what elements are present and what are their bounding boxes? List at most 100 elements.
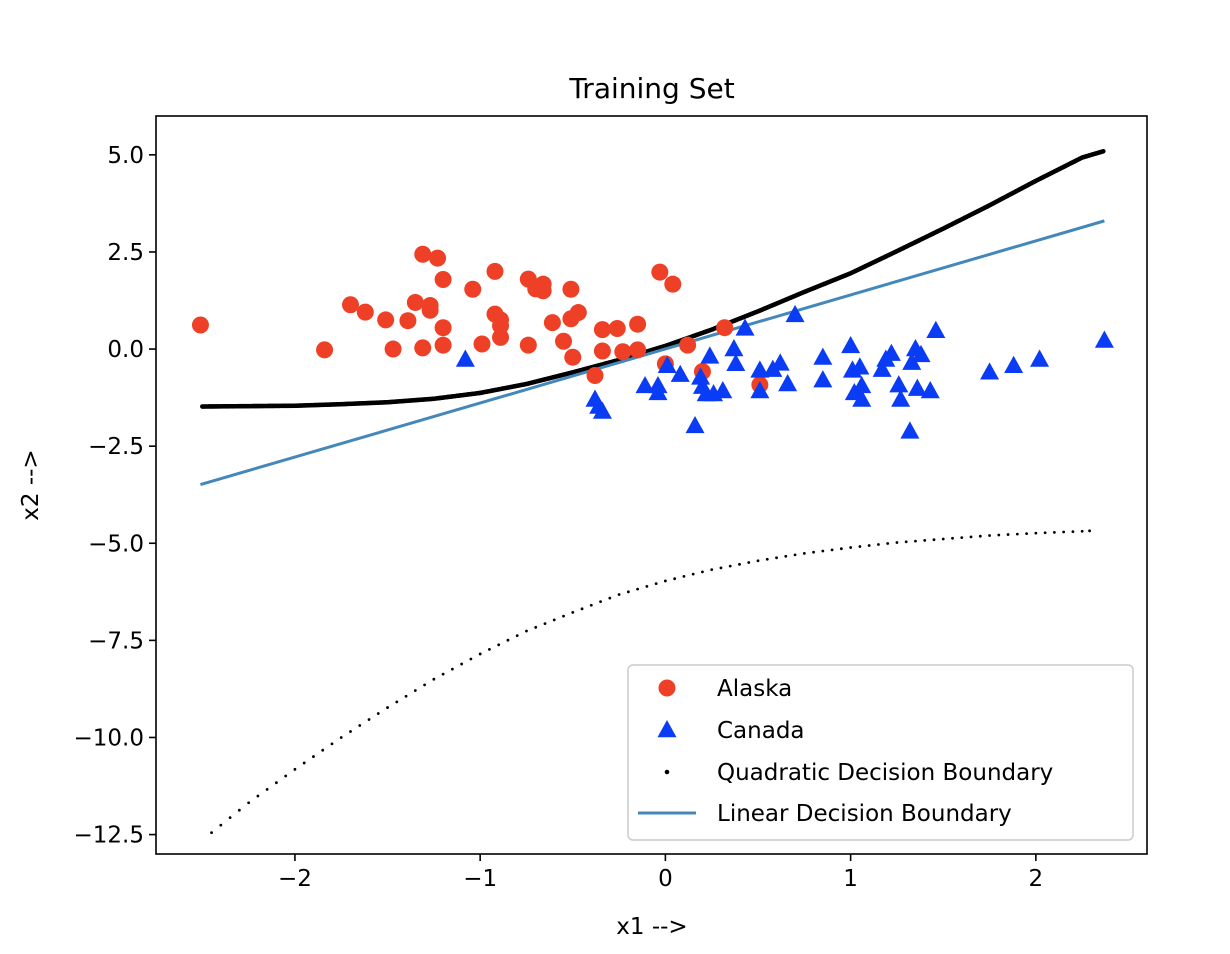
plot-area: −2 −1 0 1 2 5.0 2.5 0.0 −2.5 −5.0 −7.5 −10.0 −12.5 xyxy=(74,115,1148,892)
canada-point xyxy=(902,352,922,370)
canada-point xyxy=(1030,349,1050,367)
quadratic-boundary-dot xyxy=(719,566,723,570)
y-axis-label: x2 --> xyxy=(18,449,44,520)
quadratic-boundary-dot xyxy=(534,625,538,629)
quadratic-boundary-dot xyxy=(682,575,686,578)
alaska-point xyxy=(679,336,697,354)
canada-point xyxy=(691,367,711,385)
canada-point xyxy=(889,375,909,393)
quadratic-boundary-dot xyxy=(812,550,815,554)
alaska-point xyxy=(586,366,604,384)
quadratic-boundary-dot xyxy=(626,590,630,594)
quadratic-boundary-dot xyxy=(552,618,556,622)
quadratic-boundary-dot xyxy=(312,755,315,758)
quadratic-boundary-dot xyxy=(247,801,251,805)
quadratic-boundary-dot xyxy=(951,536,954,540)
canada-point xyxy=(648,382,668,401)
alaska-point xyxy=(569,304,587,322)
y-tick-label: −12.5 xyxy=(74,823,144,849)
alaska-point xyxy=(191,316,209,334)
quadratic-boundary-dot xyxy=(506,638,510,642)
x-axis-label: x1 --> xyxy=(616,914,687,940)
alaska-point xyxy=(421,301,439,319)
canada-point xyxy=(750,381,770,399)
canada-point xyxy=(1004,355,1024,373)
quadratic-boundary-dot xyxy=(1088,529,1091,533)
legend-alaska-marker xyxy=(658,679,676,697)
alaska-point xyxy=(651,263,669,281)
canada-point xyxy=(813,370,833,388)
quadratic-boundary-dot xyxy=(645,584,649,588)
canada-point xyxy=(592,401,612,419)
canada-point xyxy=(735,318,755,336)
quadratic-boundary-dot xyxy=(914,539,917,543)
canada-point xyxy=(778,374,798,392)
canada-point xyxy=(785,304,805,323)
quadratic-boundary-dot xyxy=(673,577,677,581)
alaska-point xyxy=(629,341,647,359)
alaska-point xyxy=(434,336,452,354)
quadratic-boundary-dot xyxy=(1100,148,1106,154)
canada-point xyxy=(726,353,746,372)
quadratic-boundary-dot xyxy=(654,582,658,586)
canada-point xyxy=(881,343,901,361)
alaska-point xyxy=(377,311,395,329)
quadratic-boundary-dot xyxy=(663,579,667,583)
alaska-point xyxy=(629,315,647,333)
alaska-point xyxy=(434,319,452,337)
quadratic-boundary-dot xyxy=(497,643,501,647)
quadratic-boundary-dot xyxy=(488,647,491,651)
quadratic-boundary-dot xyxy=(321,748,325,752)
quadratic-boundary-dot xyxy=(441,672,445,676)
quadratic-boundary-dot xyxy=(747,561,751,564)
x-tick-label: −2 xyxy=(278,866,312,892)
alaska-point xyxy=(593,342,611,360)
alaska-point xyxy=(664,275,682,293)
quadratic-boundary-dot xyxy=(877,543,880,546)
quadratic-boundary-dot xyxy=(1080,529,1084,533)
quadratic-boundary-dot xyxy=(386,706,389,709)
canada-point xyxy=(850,357,870,375)
quadratic-boundary-dot xyxy=(1006,533,1010,536)
quadratic-boundary-dot xyxy=(450,667,454,671)
legend-canada-marker xyxy=(657,720,677,738)
quadratic-boundary-dot xyxy=(219,823,223,827)
alaska-point xyxy=(473,335,491,353)
quadratic-boundary-dot xyxy=(339,736,343,739)
legend: Alaska Canada Quadratic Decision Boundary L… xyxy=(627,664,1134,841)
legend-linear-label: Linear Decision Boundary xyxy=(717,801,1012,827)
quadratic-boundary-dot xyxy=(599,600,602,604)
canada-point xyxy=(750,360,770,378)
canada-point xyxy=(657,355,677,373)
quadratic-boundary-dot xyxy=(349,730,352,733)
quadratic-boundary-dot xyxy=(413,689,417,692)
quadratic-boundary-dot xyxy=(275,781,278,785)
quadratic-boundary-dot xyxy=(960,536,964,539)
quadratic-boundary-dot xyxy=(793,553,797,557)
quadratic-boundary-dot xyxy=(469,657,473,661)
quadratic-boundary-dot xyxy=(839,547,843,551)
alaska-point xyxy=(614,343,632,361)
quadratic-boundary-dot xyxy=(543,622,547,625)
quadratic-boundary-dot xyxy=(265,787,269,791)
quadratic-boundary-dot xyxy=(210,831,213,835)
quadratic-boundary-dot xyxy=(821,549,825,553)
quadratic-boundary-dot xyxy=(376,712,380,715)
legend-box xyxy=(627,664,1134,841)
quadratic-boundary-dot xyxy=(969,535,973,539)
canada-point xyxy=(841,335,861,354)
quadratic-boundary-dot xyxy=(237,808,241,812)
alaska-point xyxy=(543,314,561,332)
canada-point xyxy=(724,339,744,357)
alaska-point xyxy=(316,341,334,359)
canada-point xyxy=(980,362,1000,380)
quadratic-boundary-dot xyxy=(710,568,714,572)
quadratic-boundary-dot xyxy=(802,551,806,555)
canada-point xyxy=(685,415,705,434)
alaska-point xyxy=(593,321,611,339)
y-tick-label: 2.5 xyxy=(107,240,144,266)
canada-point xyxy=(926,320,946,338)
alaska-point xyxy=(519,336,537,354)
canada-point xyxy=(852,375,872,394)
quadratic-boundary-dot xyxy=(395,700,399,704)
